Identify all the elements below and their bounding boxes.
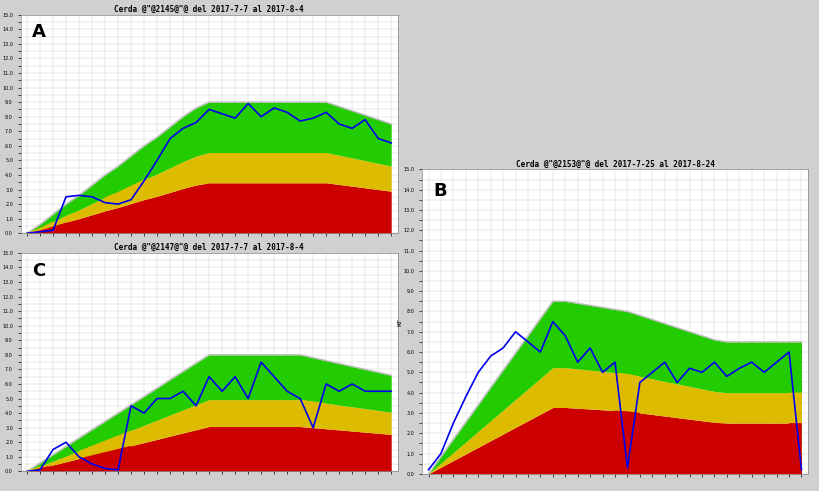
Text: C: C bbox=[32, 262, 45, 279]
Text: A: A bbox=[32, 24, 46, 41]
Title: Cerda @"@2145@"@ del 2017-7-7 al 2017-8-4: Cerda @"@2145@"@ del 2017-7-7 al 2017-8-… bbox=[114, 5, 304, 14]
Title: Cerda @"@2153@"@ del 2017-7-25 al 2017-8-24: Cerda @"@2153@"@ del 2017-7-25 al 2017-8… bbox=[515, 160, 713, 168]
Title: Cerda @"@2147@"@ del 2017-7-7 al 2017-8-4: Cerda @"@2147@"@ del 2017-7-7 al 2017-8-… bbox=[114, 243, 304, 252]
Y-axis label: кг: кг bbox=[396, 318, 402, 326]
Text: B: B bbox=[433, 182, 447, 199]
